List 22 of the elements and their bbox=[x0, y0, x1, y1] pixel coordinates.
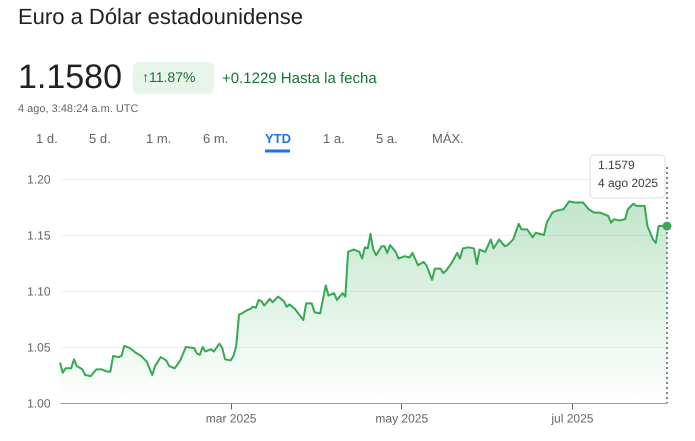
text: +0.1229 Hasta la fecha bbox=[222, 70, 378, 87]
text: 6 m. bbox=[203, 131, 228, 146]
x-tick-label: may 2025 bbox=[375, 412, 428, 426]
text: ↑11.87% bbox=[142, 69, 196, 85]
x-tick-label: mar 2025 bbox=[206, 412, 257, 426]
text: 4 ago, 3:48:24 a.m. UTC bbox=[18, 103, 139, 115]
x-tick-label: jul 2025 bbox=[550, 412, 594, 426]
text: 1.1580 bbox=[18, 58, 122, 96]
y-tick-label: 1.00 bbox=[27, 396, 51, 410]
y-tick-label: 1.10 bbox=[27, 284, 51, 298]
text: MÁX. bbox=[432, 131, 464, 146]
text: 5 d. bbox=[89, 131, 111, 146]
y-tick-label: 1.15 bbox=[27, 228, 51, 242]
chart-title: Euro a Dólar estadounidense bbox=[18, 4, 303, 29]
y-tick-label: 1.05 bbox=[27, 340, 51, 354]
annotation: 1.1579 4 ago 2025 bbox=[598, 158, 658, 190]
text: YTD bbox=[265, 131, 291, 146]
text: 1 d. bbox=[36, 131, 58, 146]
text: 5 a. bbox=[376, 131, 398, 146]
text: 1 m. bbox=[146, 131, 172, 146]
text: 1 a. bbox=[323, 131, 345, 146]
y-tick-label: 1.20 bbox=[27, 172, 51, 186]
